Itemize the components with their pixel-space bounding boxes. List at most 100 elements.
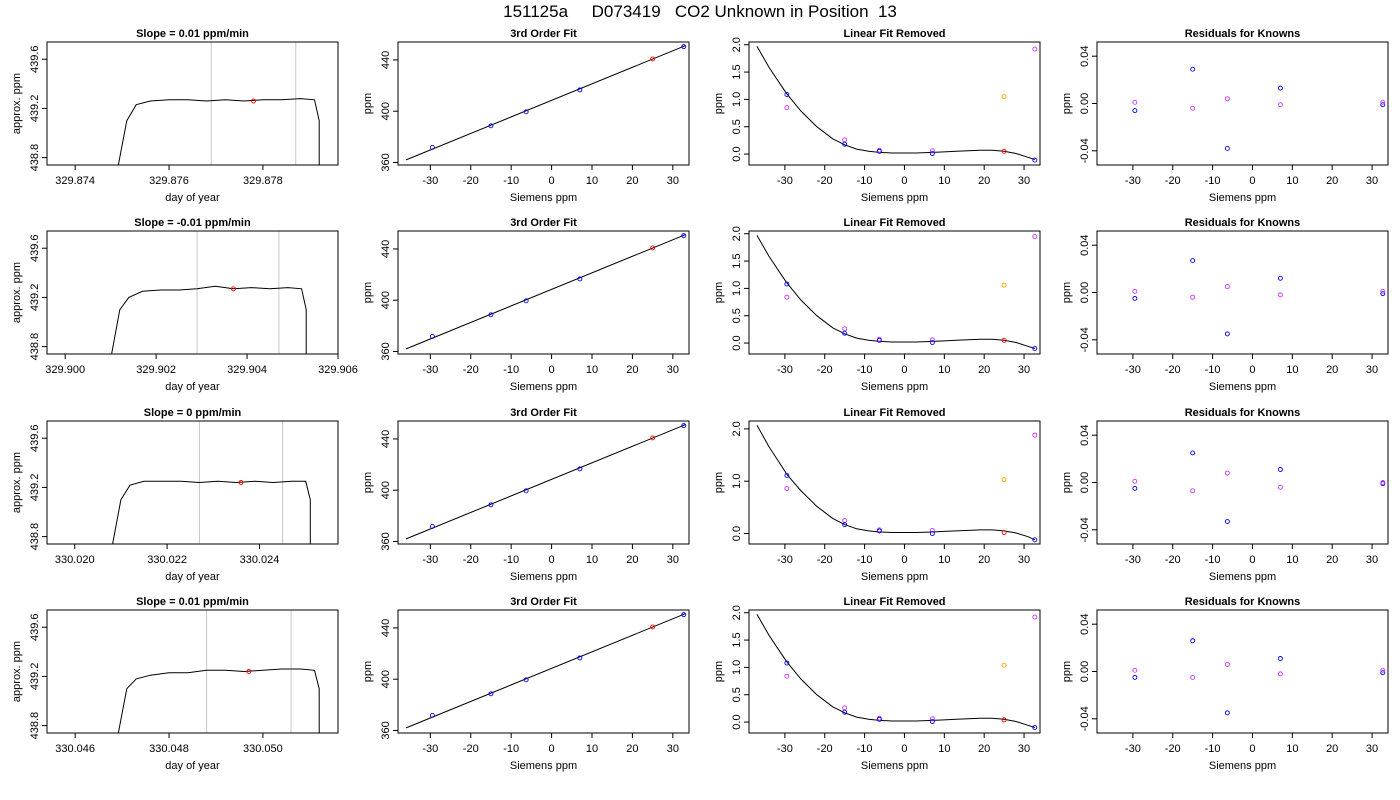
y-tick-label: 439.6 xyxy=(29,424,41,452)
x-tick-label: -10 xyxy=(857,364,873,376)
pre-residual-point xyxy=(1224,284,1230,290)
chart-panel-2: 3rd Order Fit -30 -20 -10 0 10 20 30 360 400 440 Si… xyxy=(362,28,690,204)
standard-residual-point xyxy=(1277,275,1283,281)
x-tick-label: -20 xyxy=(463,175,479,187)
panel-title: Slope = -0.01 ppm/min xyxy=(134,217,251,229)
y-tick-label: 0.00 xyxy=(1079,282,1091,303)
y-tick-label: 439.2 xyxy=(29,95,41,123)
plot-frame xyxy=(397,41,690,166)
data-layer xyxy=(117,42,320,165)
data-layer xyxy=(756,424,1038,543)
panel-title: 3rd Order Fit xyxy=(510,596,577,608)
plot-frame xyxy=(748,609,1041,734)
residual-curve xyxy=(756,235,1035,349)
pre-residual-point xyxy=(929,337,935,343)
standard-residual-point xyxy=(1224,519,1230,524)
unknown-point xyxy=(650,56,656,62)
standard-point xyxy=(784,660,790,666)
x-tick-label: -30 xyxy=(422,554,438,566)
y-axis-label: ppm xyxy=(1061,472,1073,493)
x-tick-label: -10 xyxy=(1205,175,1221,187)
x-axis-label: Siemens ppm xyxy=(1209,192,1276,204)
standard-residual-point xyxy=(1190,66,1196,72)
plot-frame xyxy=(397,420,690,545)
x-tick-label: 0 xyxy=(549,554,555,566)
x-tick-label: 20 xyxy=(978,175,990,187)
y-tick-label: 439.6 xyxy=(29,613,41,641)
plot-frame xyxy=(748,230,1041,355)
standard-point xyxy=(488,691,494,697)
standard-point xyxy=(876,528,882,534)
x-tick-label: -20 xyxy=(817,364,833,376)
panel-title: Linear Fit Removed xyxy=(843,596,945,608)
y-tick-label: 0.04 xyxy=(1079,424,1091,445)
panel-title: Linear Fit Removed xyxy=(843,407,945,419)
standard-point xyxy=(784,281,790,287)
y-tick-label: 2.0 xyxy=(731,421,743,436)
pre-residual-point xyxy=(1277,292,1283,298)
y-tick-label: 438.8 xyxy=(29,712,41,740)
pre-residual-point xyxy=(842,517,848,523)
y-tick-label: 2.0 xyxy=(731,226,743,241)
plot-frame xyxy=(1096,230,1389,355)
x-tick-label: -30 xyxy=(1125,743,1141,755)
y-tick-label: 439.6 xyxy=(29,234,41,262)
x-tick-label: -20 xyxy=(1165,554,1181,566)
x-tick-label: 0 xyxy=(901,743,907,755)
x-tick-label: 329.902 xyxy=(136,364,176,376)
x-tick-label: -10 xyxy=(503,175,519,187)
data-layer xyxy=(1132,450,1386,524)
standard-point xyxy=(577,655,583,661)
pre-residual-point xyxy=(1224,96,1230,102)
y-tick-label: 400 xyxy=(380,481,392,499)
x-axis-label: Siemens ppm xyxy=(861,381,928,393)
x-tick-label: 30 xyxy=(1366,364,1378,376)
chart-panel-5: Slope = -0.01 ppm/min 329.900 329.902 329.9… xyxy=(11,217,358,393)
plot-frame xyxy=(1096,41,1389,166)
data-layer xyxy=(405,423,687,540)
pre-residual-point xyxy=(1224,470,1230,476)
mean-point xyxy=(246,669,252,674)
standard-point xyxy=(488,312,494,318)
x-tick-label: 30 xyxy=(1018,364,1030,376)
x-tick-label: 20 xyxy=(1326,554,1338,566)
y-tick-label: 440 xyxy=(380,619,392,637)
pre-residual-point xyxy=(784,673,790,679)
standard-point xyxy=(929,340,935,345)
x-tick-label: -20 xyxy=(1165,743,1181,755)
x-tick-label: 0 xyxy=(1249,175,1255,187)
x-tick-label: -20 xyxy=(463,364,479,376)
standard-point xyxy=(523,298,529,304)
standard-point xyxy=(929,151,935,156)
x-tick-label: 0 xyxy=(549,743,555,755)
x-axis-label: day of year xyxy=(165,760,220,772)
x-tick-label: -10 xyxy=(503,554,519,566)
x-tick-label: 20 xyxy=(626,743,638,755)
x-tick-label: 30 xyxy=(1366,175,1378,187)
pre-residual-point xyxy=(1380,667,1386,673)
residual-curve xyxy=(756,614,1035,728)
standard-point xyxy=(1032,346,1038,351)
data-layer xyxy=(1132,258,1386,337)
standard-point xyxy=(577,466,583,472)
x-tick-label: 10 xyxy=(1286,554,1298,566)
x-tick-label: 10 xyxy=(586,175,598,187)
standard-residual-point xyxy=(1380,102,1386,108)
y-axis-label: ppm xyxy=(713,661,725,682)
y-tick-label: 439.2 xyxy=(29,284,41,312)
x-tick-label: 330.020 xyxy=(55,554,95,566)
x-tick-label: -10 xyxy=(857,743,873,755)
x-tick-label: -20 xyxy=(1165,364,1181,376)
x-tick-label: 329.906 xyxy=(318,364,358,376)
standard-residual-point xyxy=(1277,85,1283,91)
x-tick-label: 10 xyxy=(586,554,598,566)
chart-panel-10: 3rd Order Fit -30 -20 -10 0 10 20 30 360 400 440 Si… xyxy=(362,407,690,583)
pre-residual-point xyxy=(842,326,848,332)
x-tick-label: 10 xyxy=(938,554,950,566)
standard-point xyxy=(577,87,583,93)
data-layer xyxy=(405,44,687,161)
sample-residual-point xyxy=(1001,477,1007,483)
x-tick-label: 20 xyxy=(978,364,990,376)
pre-residual-point xyxy=(1032,46,1038,52)
x-tick-label: 30 xyxy=(667,743,679,755)
